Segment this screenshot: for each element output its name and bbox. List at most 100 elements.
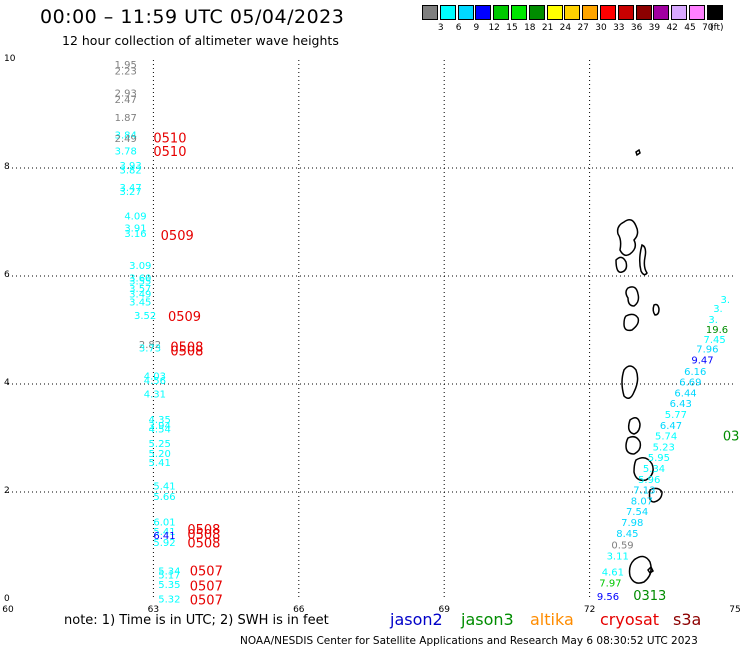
color-swatch <box>528 5 545 20</box>
color-scale-label: 12 <box>488 23 500 33</box>
wave-height-label: 3.91 <box>124 224 146 235</box>
color-swatch <box>706 5 723 20</box>
color-swatch <box>564 5 581 20</box>
wave-height-label: 7.54 <box>626 507 648 518</box>
color-scale-label: 18 <box>524 23 536 33</box>
wave-height-label: 5.23 <box>653 442 675 453</box>
wave-height-label: 5.35 <box>158 580 180 591</box>
land-outline <box>648 487 663 503</box>
land-outline <box>647 565 654 575</box>
wave-height-label: 5.96 <box>638 475 660 486</box>
color-swatch <box>439 5 456 20</box>
color-swatch <box>475 5 492 20</box>
wave-height-label: 0313 <box>633 589 666 604</box>
wave-height-label: 0510 <box>153 145 186 160</box>
color-scale-label: 3 <box>437 23 444 33</box>
land-outline <box>615 256 628 273</box>
wave-height-label: 9.47 <box>691 355 713 366</box>
wave-height-label: 3.57 <box>129 284 151 295</box>
wave-height-label: 3. <box>720 295 730 306</box>
wave-height-label: 0510 <box>153 132 186 147</box>
wave-height-label: 3.16 <box>124 229 146 240</box>
color-scale-label: 15 <box>506 23 518 33</box>
wave-height-label: 0509 <box>168 310 201 325</box>
land-outline <box>633 457 654 482</box>
land-outline <box>627 417 641 435</box>
y-tick-label: 8 <box>4 162 10 172</box>
color-swatch <box>653 5 670 20</box>
color-scale-label: 33 <box>613 23 625 33</box>
x-tick-label: 75 <box>729 605 740 615</box>
land-outline <box>625 435 642 455</box>
wave-height-label: 0509 <box>161 229 194 244</box>
wave-height-label: 7.98 <box>621 518 643 529</box>
color-scale-label: 21 <box>541 23 554 33</box>
color-scale-label: 30 <box>595 23 607 33</box>
y-tick-label: 0 <box>4 594 10 604</box>
wave-height-label: 5.17 <box>158 570 180 581</box>
color-swatch <box>457 5 474 20</box>
land-outline <box>621 365 639 399</box>
color-swatch <box>582 5 599 20</box>
wave-height-label: 5.41 <box>153 481 175 492</box>
wave-height-label: 3.60 <box>129 273 151 284</box>
wave-height-label: 0508 <box>187 537 220 552</box>
wave-height-label: 3.94 <box>149 421 171 432</box>
wave-height-label: 5.66 <box>153 492 175 503</box>
wave-height-label: 7.13 <box>633 486 655 497</box>
wave-height-label: 3.78 <box>115 147 137 158</box>
color-scale-label: 36 <box>630 23 643 33</box>
wave-height-label: 5.41 <box>153 527 175 538</box>
wave-height-label: 0508 <box>187 523 220 538</box>
wave-height-label: 9.56 <box>597 592 619 603</box>
color-scale-label: 24 <box>559 23 572 33</box>
color-scale-label: 45 <box>684 23 696 33</box>
wave-height-label: 4.31 <box>144 390 166 401</box>
wave-height-label: 7.97 <box>599 579 621 590</box>
color-scale-label: 6 <box>455 23 462 33</box>
footer-note: note: 1) Time is in UTC; 2) SWH is in fe… <box>64 613 329 628</box>
wave-height-label: 0507 <box>190 565 223 580</box>
wave-height-label: 4.56 <box>144 376 166 387</box>
wave-height-label: 0.59 <box>611 541 633 552</box>
wave-height-label: 3.45 <box>129 298 151 309</box>
color-swatch <box>546 5 563 20</box>
wave-height-label: 6.01 <box>153 517 175 528</box>
wave-height-label: 2.23 <box>115 67 137 78</box>
wave-height-label: 3.55 <box>129 277 151 288</box>
wave-height-label: 3.27 <box>119 187 141 198</box>
wave-height-label: 3.52 <box>134 311 156 322</box>
wave-height-label: 6.43 <box>670 399 692 410</box>
wave-height-label: 7.96 <box>696 345 718 356</box>
wave-height-label: 6.69 <box>679 378 701 389</box>
legend-jason3: jason3 <box>461 610 514 629</box>
color-scale-label: 27 <box>577 23 589 33</box>
wave-height-label: 3.49 <box>129 290 151 301</box>
x-tick-label: 72 <box>584 605 595 615</box>
y-tick-label: 4 <box>4 378 10 388</box>
wave-height-label: 5.32 <box>158 595 180 606</box>
color-scale-label: 39 <box>648 23 661 33</box>
legend-cryosat: cryosat <box>600 610 660 629</box>
legend-jason2: jason2 <box>390 610 443 629</box>
wave-height-label: 4.09 <box>124 211 146 222</box>
wave-height-label: 3. <box>708 315 718 326</box>
wave-height-label: 2.82 <box>139 340 161 351</box>
wave-height-label: 0507 <box>190 593 223 608</box>
wave-height-label: 6.41 <box>153 531 175 542</box>
land-outline <box>616 219 639 257</box>
x-tick-label: 63 <box>148 605 159 615</box>
color-swatch <box>635 5 652 20</box>
color-scale-label: 42 <box>666 23 678 33</box>
y-tick-label: 10 <box>4 54 16 64</box>
wave-height-label: 1.87 <box>115 113 137 124</box>
wave-height-label: 5.34 <box>643 464 665 475</box>
wave-height-label: 4.54 <box>149 425 171 436</box>
legend-altika: altika <box>530 610 574 629</box>
wave-height-label: 3.93 <box>119 161 141 172</box>
wave-height-label: 19.6 <box>706 325 728 336</box>
wave-height-label: 6.16 <box>684 367 706 378</box>
wave-height-label: 5.77 <box>665 410 687 421</box>
wave-height-label: 5.95 <box>648 453 670 464</box>
wave-height-label: 5.92 <box>153 538 175 549</box>
